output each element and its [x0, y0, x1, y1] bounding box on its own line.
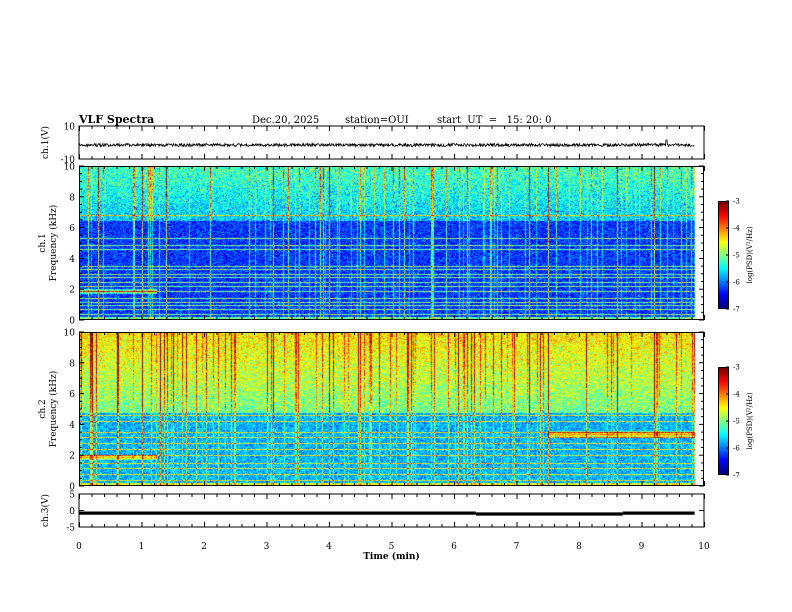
x-tick-label: 2 [201, 542, 207, 552]
colorbar-tick-label: -3 [733, 198, 740, 206]
y-tick-label: 10 [64, 123, 76, 133]
y-axis-label: ch.1(V) [40, 126, 51, 159]
y-tick-label: 2 [69, 452, 75, 462]
colorbar-tick-label: -6 [733, 445, 740, 453]
colorbar-label: log(PSD)(V²/Hz) [746, 392, 754, 449]
y-tick-label: 0 [69, 317, 75, 327]
ch2-spectrogram-image [79, 332, 704, 486]
y-axis-label: Frequency (kHz) [48, 205, 59, 282]
x-tick-label: 10 [698, 542, 710, 552]
x-axis-label: Time (min) [363, 551, 420, 562]
x-tick-label: 3 [264, 542, 270, 552]
colorbar-tick-label: -6 [733, 279, 740, 287]
x-tick-label: 0 [76, 542, 82, 552]
y-tick-label: 2 [69, 286, 75, 296]
y-axis-label: ch.3(V) [40, 494, 51, 527]
figure-title: VLF Spectra [79, 113, 155, 126]
y-tick-label: -10 [61, 156, 76, 166]
colorbar-tick-label: -7 [733, 306, 740, 314]
y-tick-label: 6 [69, 224, 75, 234]
y-tick-label: 0 [69, 483, 75, 493]
date-label: Dec.20, 2025 [252, 115, 320, 126]
y-axis-label: ch.2 [38, 399, 48, 418]
y-tick-label: 0 [69, 507, 75, 517]
colorbar-label: log(PSD)(V²/Hz) [746, 226, 754, 283]
y-axis-label: ch.1 [38, 233, 48, 252]
y-tick-label: 8 [69, 359, 75, 369]
station-label: station=OUI [345, 115, 409, 126]
y-tick-label: 5 [69, 491, 75, 501]
y-tick-label: 8 [69, 193, 75, 203]
ch1-spectrogram-image [79, 166, 704, 320]
x-tick-label: 4 [326, 542, 332, 552]
y-tick-label: 4 [69, 255, 75, 265]
colorbar-tick-label: -4 [733, 391, 740, 399]
x-tick-label: 7 [514, 542, 520, 552]
colorbar-tick-label: -5 [733, 418, 740, 426]
colorbar-tick-label: -4 [733, 225, 740, 233]
x-tick-label: 1 [139, 542, 145, 552]
start-time-label: start UT = 15: 20: 0 [437, 115, 552, 126]
x-tick-label: 6 [451, 542, 457, 552]
colorbar-tick-label: -3 [733, 364, 740, 372]
y-tick-label: 10 [64, 163, 76, 173]
x-tick-label: 8 [576, 542, 582, 552]
x-tick-label: 5 [389, 542, 395, 552]
colorbar-tick-label: -5 [733, 252, 740, 260]
y-tick-label: -5 [66, 524, 75, 534]
ch1-trace [78, 139, 695, 149]
y-tick-label: 10 [64, 329, 76, 339]
y-axis-label: Frequency (kHz) [48, 371, 59, 448]
y-tick-label: 4 [69, 421, 75, 431]
x-tick-label: 9 [639, 542, 645, 552]
colorbar-tick-label: -7 [733, 472, 740, 480]
y-tick-label: 6 [69, 390, 75, 400]
